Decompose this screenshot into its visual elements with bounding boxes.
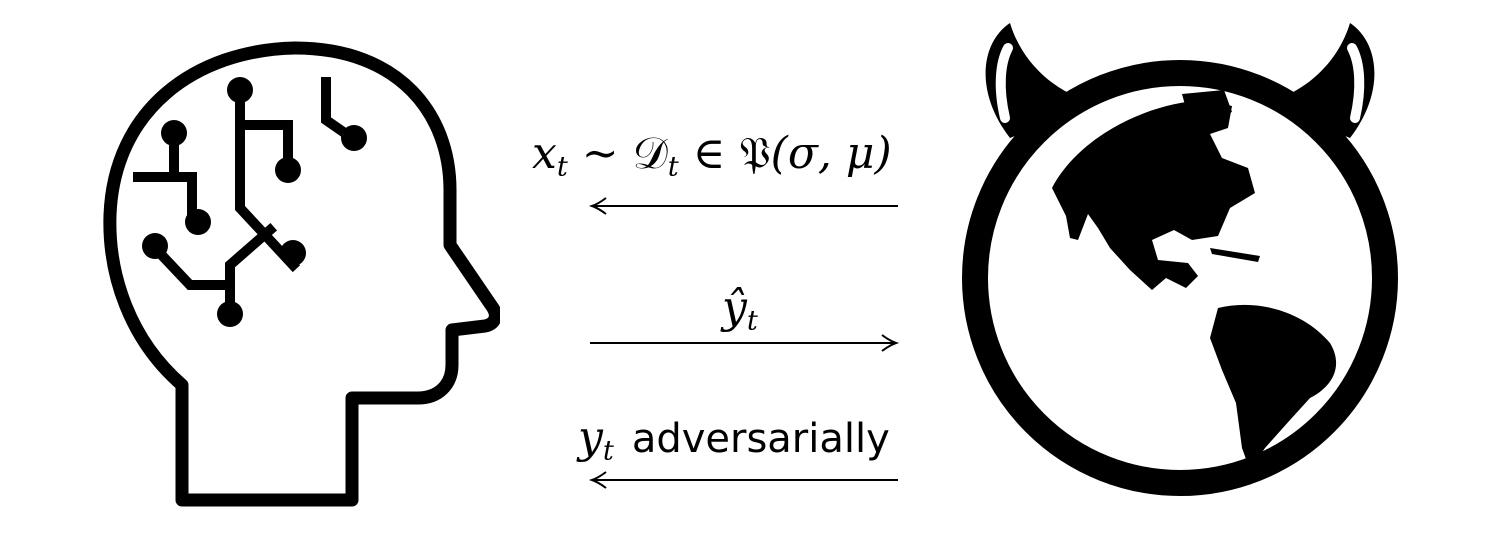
label-revealed-label: yt adversarially	[578, 412, 890, 467]
ai-head-circuit-icon	[100, 40, 502, 510]
family-symbol: 𝔓	[739, 128, 771, 179]
family-arguments: (σ, μ)	[770, 128, 892, 179]
distribution-symbol: 𝒟	[632, 128, 668, 179]
x-variable: x	[532, 128, 557, 179]
distribution-subscript: t	[667, 151, 679, 183]
arrow-left	[588, 471, 898, 489]
label-variable: y	[578, 412, 603, 463]
element-of-symbol: ∈	[692, 128, 726, 179]
prediction-variable: ŷ	[722, 282, 747, 333]
context-distribution-label: xt ∼ 𝒟t ∈ 𝔓(σ, μ)	[532, 128, 892, 183]
label-subscript: t	[602, 435, 614, 467]
sim-symbol: ∼	[581, 128, 619, 179]
prediction-subscript: t	[746, 305, 758, 337]
prediction-label: ŷt	[722, 282, 758, 337]
adversarially-text: adversarially	[631, 416, 890, 462]
arrow-right	[590, 334, 900, 352]
x-subscript: t	[556, 151, 568, 183]
arrow-left	[588, 197, 898, 215]
devil-globe-icon	[960, 8, 1400, 508]
